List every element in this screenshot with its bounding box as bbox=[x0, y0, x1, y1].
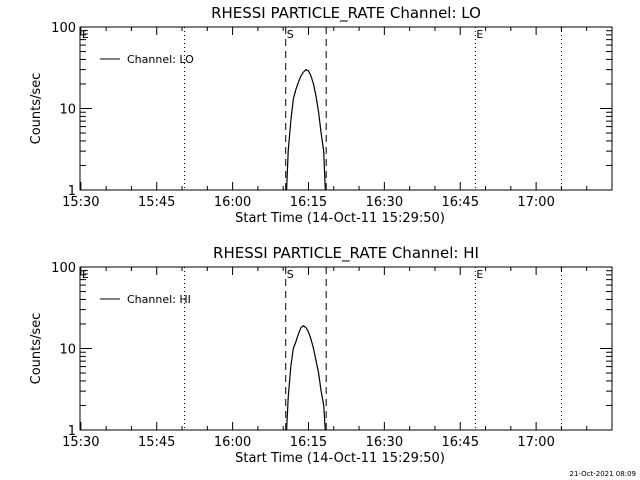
x-tick-label: 15:30 bbox=[62, 195, 99, 210]
x-axis-label: Start Time (14-Oct-11 15:29:50) bbox=[235, 211, 445, 226]
chart-title: RHESSI PARTICLE_RATE Channel: HI bbox=[213, 244, 479, 263]
y-tick-label: 10 bbox=[59, 343, 76, 358]
footer-timestamp: 21-Oct-2021 08:09 bbox=[570, 470, 636, 478]
x-tick-label: 16:45 bbox=[442, 435, 479, 450]
x-tick-label: 15:45 bbox=[138, 195, 175, 210]
y-tick-label: 100 bbox=[51, 21, 76, 36]
x-tick-label: 16:00 bbox=[214, 435, 251, 450]
plot-frame bbox=[79, 26, 613, 191]
panels: RHESSI PARTICLE_RATE Channel: LO 15:30 15:… bbox=[29, 4, 613, 466]
series-line bbox=[286, 325, 326, 431]
plot-frame bbox=[79, 266, 613, 431]
event-marker-label: E bbox=[476, 268, 483, 281]
x-tick-label: 15:45 bbox=[138, 435, 175, 450]
event-marker-label: S bbox=[287, 268, 294, 281]
legend-label: Channel: HI bbox=[127, 293, 191, 306]
x-tick-label: 16:00 bbox=[214, 195, 251, 210]
chart-panel-2: RHESSI PARTICLE_RATE Channel: HI 15:30 15:… bbox=[29, 244, 613, 466]
y-tick-label: 10 bbox=[59, 103, 76, 118]
x-axis-label: Start Time (14-Oct-11 15:29:50) bbox=[235, 451, 445, 466]
x-tick-label: 15:30 bbox=[62, 435, 99, 450]
legend-label: Channel: LO bbox=[127, 53, 194, 66]
x-tick-label: 16:30 bbox=[366, 435, 403, 450]
chart-title: RHESSI PARTICLE_RATE Channel: LO bbox=[211, 4, 481, 23]
event-marker-label: E bbox=[476, 28, 483, 41]
x-tick-label: 17:00 bbox=[517, 435, 554, 450]
y-tick-label: 1 bbox=[68, 184, 76, 199]
x-tick-label: 16:30 bbox=[366, 195, 403, 210]
y-axis-label: Counts/sec bbox=[29, 73, 44, 145]
event-marker-label: E bbox=[82, 28, 89, 41]
x-tick-label: 16:15 bbox=[290, 435, 327, 450]
y-axis-label: Counts/sec bbox=[29, 313, 44, 385]
x-tick-label: 17:00 bbox=[517, 195, 554, 210]
x-tick-label: 16:45 bbox=[442, 195, 479, 210]
y-tick-label: 100 bbox=[51, 261, 76, 276]
y-tick-label: 1 bbox=[68, 424, 76, 439]
series-line bbox=[286, 68, 326, 191]
event-marker-label: S bbox=[287, 28, 294, 41]
event-marker-label: E bbox=[82, 268, 89, 281]
chart-panel-1: RHESSI PARTICLE_RATE Channel: LO 15:30 15:… bbox=[29, 4, 613, 226]
x-tick-label: 16:15 bbox=[290, 195, 327, 210]
